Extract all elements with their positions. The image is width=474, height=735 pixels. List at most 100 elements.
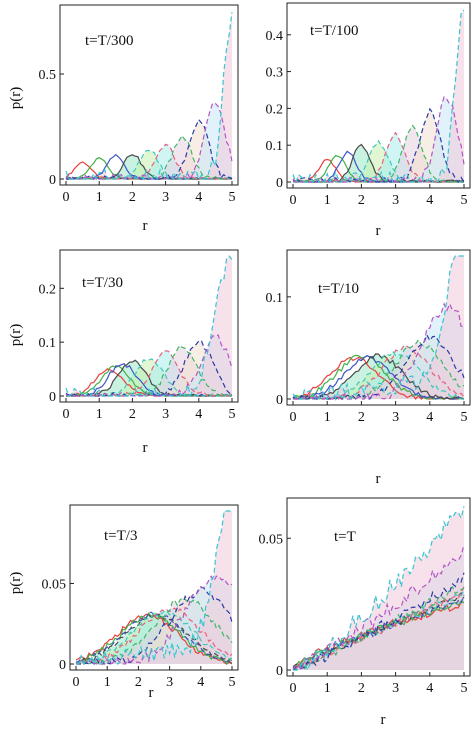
series-fill xyxy=(293,256,464,399)
series-fill xyxy=(66,150,232,179)
y-tick-label: 0.2 xyxy=(266,102,284,117)
series-fill xyxy=(293,303,464,399)
series-fill xyxy=(293,132,464,182)
panel-4-xlabel: r xyxy=(376,471,381,487)
series-line xyxy=(65,255,233,398)
plot-3: 0 1 2 3 4 5 0 0.1 0.2 xyxy=(39,249,239,422)
series-fill xyxy=(293,109,464,182)
series-line xyxy=(292,95,465,183)
series-line xyxy=(65,12,233,181)
x-tick-label: 0 xyxy=(73,675,80,690)
x-tick-label: 1 xyxy=(96,190,103,205)
x-tick-label: 3 xyxy=(392,681,399,696)
series-line xyxy=(65,102,233,181)
x-tick-label: 4 xyxy=(197,675,204,690)
y-tick-label: 0.05 xyxy=(42,577,67,592)
series-line xyxy=(65,350,233,397)
y-tick-label: 0.1 xyxy=(39,336,57,351)
x-tick-label: 2 xyxy=(358,410,365,425)
y-tick-label: 0 xyxy=(276,176,283,191)
y-tick-label: 0.4 xyxy=(266,29,284,44)
x-tick-label: 4 xyxy=(195,407,202,422)
panel-4: 0 1 2 3 4 5 0 0.1 t=T/10 r xyxy=(266,249,471,487)
x-tick-label: 5 xyxy=(229,407,236,422)
x-tick-label: 0 xyxy=(290,681,297,696)
panel-1: 0 1 2 3 4 5 0 0.5 t=T/300 p(r) r xyxy=(8,4,239,234)
x-tick-label: 1 xyxy=(324,410,331,425)
panel-5-title: t=T/3 xyxy=(104,528,137,544)
series-line xyxy=(293,302,465,401)
series-line xyxy=(76,510,232,666)
series-line xyxy=(293,506,465,672)
x-tick-label: 4 xyxy=(426,410,433,425)
panel-2-title: t=T/100 xyxy=(310,23,358,39)
x-tick-label: 4 xyxy=(426,193,433,208)
panel-2: 0 1 2 3 4 5 0 0.1 0.2 0.3 0.4 t=T/100 r xyxy=(266,2,471,239)
x-tick-label: 5 xyxy=(461,193,468,208)
x-tick-label: 3 xyxy=(162,407,169,422)
series-line xyxy=(292,131,465,183)
panel-1-xlabel: r xyxy=(143,218,148,234)
series-line xyxy=(76,607,233,665)
y-tick-label: 0 xyxy=(276,664,283,679)
x-tick-label: 5 xyxy=(229,675,236,690)
x-tick-label: 0 xyxy=(63,407,70,422)
panel-3: 0 1 2 3 4 5 0 0.1 0.2 t=T/30 p(r) r xyxy=(8,249,239,456)
panel-3-title: t=T/30 xyxy=(82,275,123,291)
panel-5: 0 1 2 3 4 5 0 0.05 t=T/3 p(r) r xyxy=(8,504,239,701)
series-line xyxy=(75,597,233,665)
panel-6-xlabel: r xyxy=(381,712,386,728)
series-line xyxy=(292,107,465,184)
x-tick-label: 2 xyxy=(358,681,365,696)
x-tick-label: 3 xyxy=(162,190,169,205)
series-line xyxy=(66,118,233,180)
x-tick-label: 2 xyxy=(358,193,365,208)
x-tick-label: 4 xyxy=(426,681,433,696)
x-tick-label: 0 xyxy=(63,190,70,205)
y-tick-label: 0 xyxy=(49,390,56,405)
series-fill xyxy=(76,511,232,664)
panel-5-ylabel: p(r) xyxy=(8,572,24,595)
series-line xyxy=(66,358,232,397)
series-fill xyxy=(66,119,232,179)
panel-4-title: t=T/10 xyxy=(318,281,359,297)
x-tick-label: 0 xyxy=(290,410,297,425)
series-line xyxy=(75,612,233,666)
series-fill xyxy=(293,506,464,670)
y-tick-label: 0.5 xyxy=(39,68,57,83)
panel-1-title: t=T/300 xyxy=(85,33,133,49)
panel-3-xlabel: r xyxy=(143,440,148,456)
x-tick-label: 1 xyxy=(324,681,331,696)
x-tick-label: 5 xyxy=(229,190,236,205)
plot-4: 0 1 2 3 4 5 0 0.1 xyxy=(266,249,471,425)
series-line xyxy=(75,613,233,665)
y-tick-label: 0 xyxy=(276,393,283,408)
series-fill xyxy=(66,256,232,396)
x-tick-label: 4 xyxy=(195,190,202,205)
series-line xyxy=(292,255,464,402)
panel-5-xlabel: r xyxy=(149,685,154,701)
series-line xyxy=(292,600,465,671)
panel-6-title: t=T xyxy=(334,529,356,545)
series-fill xyxy=(66,350,232,396)
panel-3-ylabel: p(r) xyxy=(8,324,24,347)
x-tick-label: 2 xyxy=(129,407,136,422)
x-tick-label: 3 xyxy=(392,410,399,425)
series-fill xyxy=(66,341,232,396)
y-tick-label: 0 xyxy=(49,173,56,188)
series-fill xyxy=(66,144,232,179)
x-tick-label: 0 xyxy=(290,193,297,208)
plot-6: 0 1 2 3 4 5 0 0.05 xyxy=(259,497,471,696)
series-line xyxy=(292,344,465,400)
x-tick-label: 5 xyxy=(461,681,468,696)
x-tick-label: 3 xyxy=(166,675,173,690)
x-tick-label: 3 xyxy=(392,193,399,208)
series-fill xyxy=(293,140,464,182)
y-tick-label: 0.1 xyxy=(266,139,284,154)
series-line xyxy=(75,611,233,663)
series-line xyxy=(292,589,465,671)
y-tick-label: 0 xyxy=(59,658,66,673)
series-line xyxy=(293,355,465,400)
y-tick-label: 0.2 xyxy=(39,282,57,297)
